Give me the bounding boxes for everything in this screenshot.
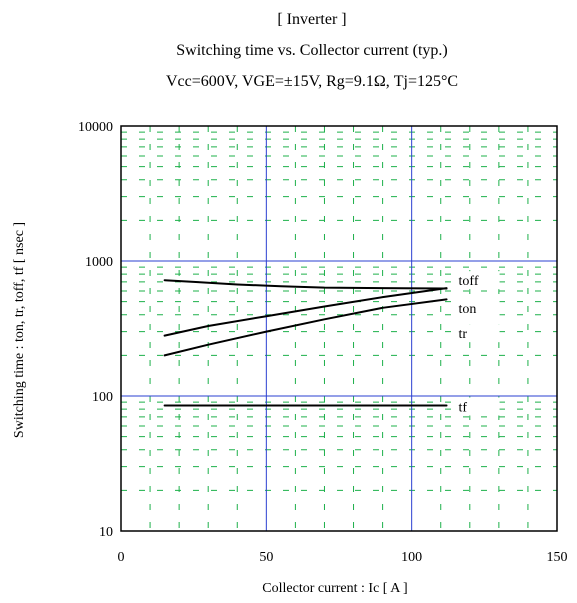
series-label-tr: tr (459, 327, 468, 342)
y-tick-label: 1000 (85, 255, 113, 270)
chart-title-line-2: Switching time vs. Collector current (ty… (176, 42, 448, 59)
x-tick-label: 150 (547, 550, 568, 565)
tick-layer: 0 50 100 150 10 100 1000 10000 (78, 120, 568, 565)
x-axis-label: Collector current : Ic [ A ] (262, 581, 407, 596)
y-tick-label: 100 (92, 390, 113, 405)
x-tick-label: 50 (259, 550, 273, 565)
series-line-tr (165, 299, 447, 355)
y-axis-label: Switching time : ton, tr, toff, tf [ nse… (12, 222, 27, 438)
series-label-tf: tf (459, 401, 468, 416)
chart-title-line-1: [ Inverter ] (277, 11, 346, 28)
series-layer: toff ton tr tf (165, 271, 500, 415)
x-tick-label: 0 (118, 550, 125, 565)
series-line-ton (165, 288, 447, 336)
chart-title-line-3: Vcc=600V, VGE=±15V, Rg=9.1Ω, Tj=125°C (166, 73, 458, 90)
series-label-ton: ton (459, 302, 477, 317)
x-tick-label: 100 (401, 550, 422, 565)
y-tick-label: 10000 (78, 120, 113, 135)
series-label-toff: toff (459, 274, 479, 289)
y-tick-label: 10 (99, 525, 113, 540)
